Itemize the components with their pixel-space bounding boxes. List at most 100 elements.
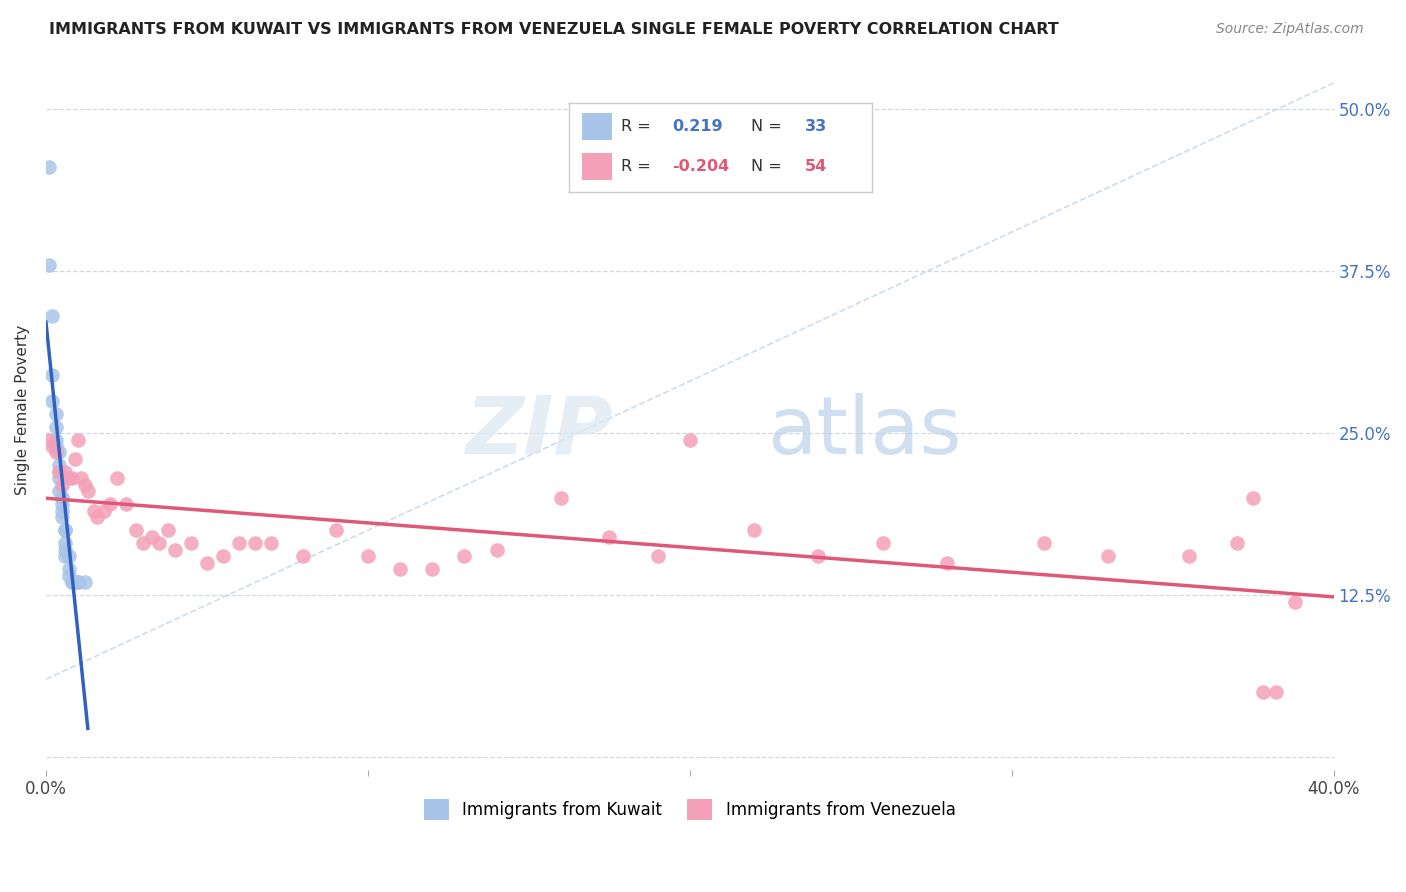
Text: ZIP: ZIP (465, 392, 613, 471)
Point (67, 575, 90, 590)
Point (60, 575, 83, 590)
Legend: Immigrants from Kuwait, Immigrants from Venezuela: Immigrants from Kuwait, Immigrants from … (418, 793, 962, 826)
Text: Source: ZipAtlas.com: Source: ZipAtlas.com (1216, 22, 1364, 37)
Point (550, 491, 572, 505)
Point (1032, 536, 1054, 550)
Text: 0.219: 0.219 (672, 120, 723, 134)
Point (48, 465, 70, 479)
Point (48, 465, 70, 479)
Point (58, 562, 80, 576)
Point (1226, 536, 1249, 550)
Point (228, 536, 250, 550)
Point (212, 549, 235, 563)
Text: IMMIGRANTS FROM KUWAIT VS IMMIGRANTS FROM VENEZUELA SINGLE FEMALE POVERTY CORREL: IMMIGRANTS FROM KUWAIT VS IMMIGRANTS FRO… (49, 22, 1059, 37)
Text: N =: N = (751, 160, 787, 174)
Point (598, 530, 620, 544)
Point (105, 471, 128, 485)
Point (38, 161, 60, 175)
Point (485, 542, 508, 557)
Point (148, 536, 170, 550)
Point (73, 575, 96, 590)
Point (115, 497, 138, 511)
Point (647, 549, 669, 563)
Point (131, 536, 153, 550)
Point (53, 523, 76, 537)
Text: -0.204: -0.204 (672, 160, 730, 174)
Point (1284, 594, 1306, 608)
Point (53, 523, 76, 537)
Point (41, 368, 63, 382)
Point (53, 549, 76, 563)
Point (1241, 491, 1264, 505)
Point (1177, 549, 1199, 563)
Point (83, 504, 105, 518)
Point (195, 556, 218, 570)
Point (45, 439, 67, 453)
Point (53, 542, 76, 557)
Point (45, 407, 67, 421)
Point (389, 562, 412, 576)
Point (45, 445, 67, 459)
Point (292, 549, 315, 563)
Point (51, 510, 73, 524)
Point (357, 549, 380, 563)
Point (260, 536, 283, 550)
Point (70, 471, 93, 485)
Point (163, 542, 186, 557)
Point (420, 562, 443, 576)
Point (51, 497, 73, 511)
Point (41, 310, 63, 324)
Point (679, 433, 702, 447)
Point (48, 458, 70, 473)
Point (141, 530, 163, 544)
Point (41, 393, 63, 408)
Point (872, 536, 894, 550)
Point (58, 471, 80, 485)
Point (48, 445, 70, 459)
Point (807, 549, 830, 563)
Point (93, 504, 115, 518)
Text: R =: R = (621, 160, 655, 174)
Point (125, 523, 148, 537)
Point (325, 523, 347, 537)
Text: R =: R = (621, 120, 655, 134)
Point (58, 549, 80, 563)
Point (742, 523, 765, 537)
Point (1251, 685, 1274, 699)
Point (1264, 685, 1286, 699)
Point (936, 556, 959, 570)
Point (53, 465, 76, 479)
Point (48, 484, 70, 499)
Point (38, 258, 60, 272)
Point (51, 478, 73, 492)
Point (51, 491, 73, 505)
Point (245, 536, 267, 550)
Point (73, 478, 96, 492)
Point (76, 484, 98, 499)
Point (63, 452, 86, 467)
Text: atlas: atlas (768, 392, 962, 471)
Point (48, 471, 70, 485)
Point (51, 491, 73, 505)
Point (51, 504, 73, 518)
Point (98, 497, 121, 511)
Point (67, 575, 90, 590)
Point (53, 536, 76, 550)
Text: 54: 54 (806, 160, 828, 174)
Point (86, 510, 108, 524)
Bar (582, 113, 612, 140)
Point (58, 568, 80, 582)
Point (63, 575, 86, 590)
Point (1097, 549, 1119, 563)
Point (453, 549, 475, 563)
Y-axis label: Single Female Poverty: Single Female Poverty (15, 326, 30, 495)
Text: 33: 33 (806, 120, 828, 134)
Point (38, 433, 60, 447)
Point (45, 433, 67, 447)
Point (45, 419, 67, 434)
Bar (582, 153, 612, 180)
Point (180, 536, 202, 550)
Point (60, 471, 83, 485)
Text: N =: N = (751, 120, 787, 134)
Point (60, 575, 83, 590)
